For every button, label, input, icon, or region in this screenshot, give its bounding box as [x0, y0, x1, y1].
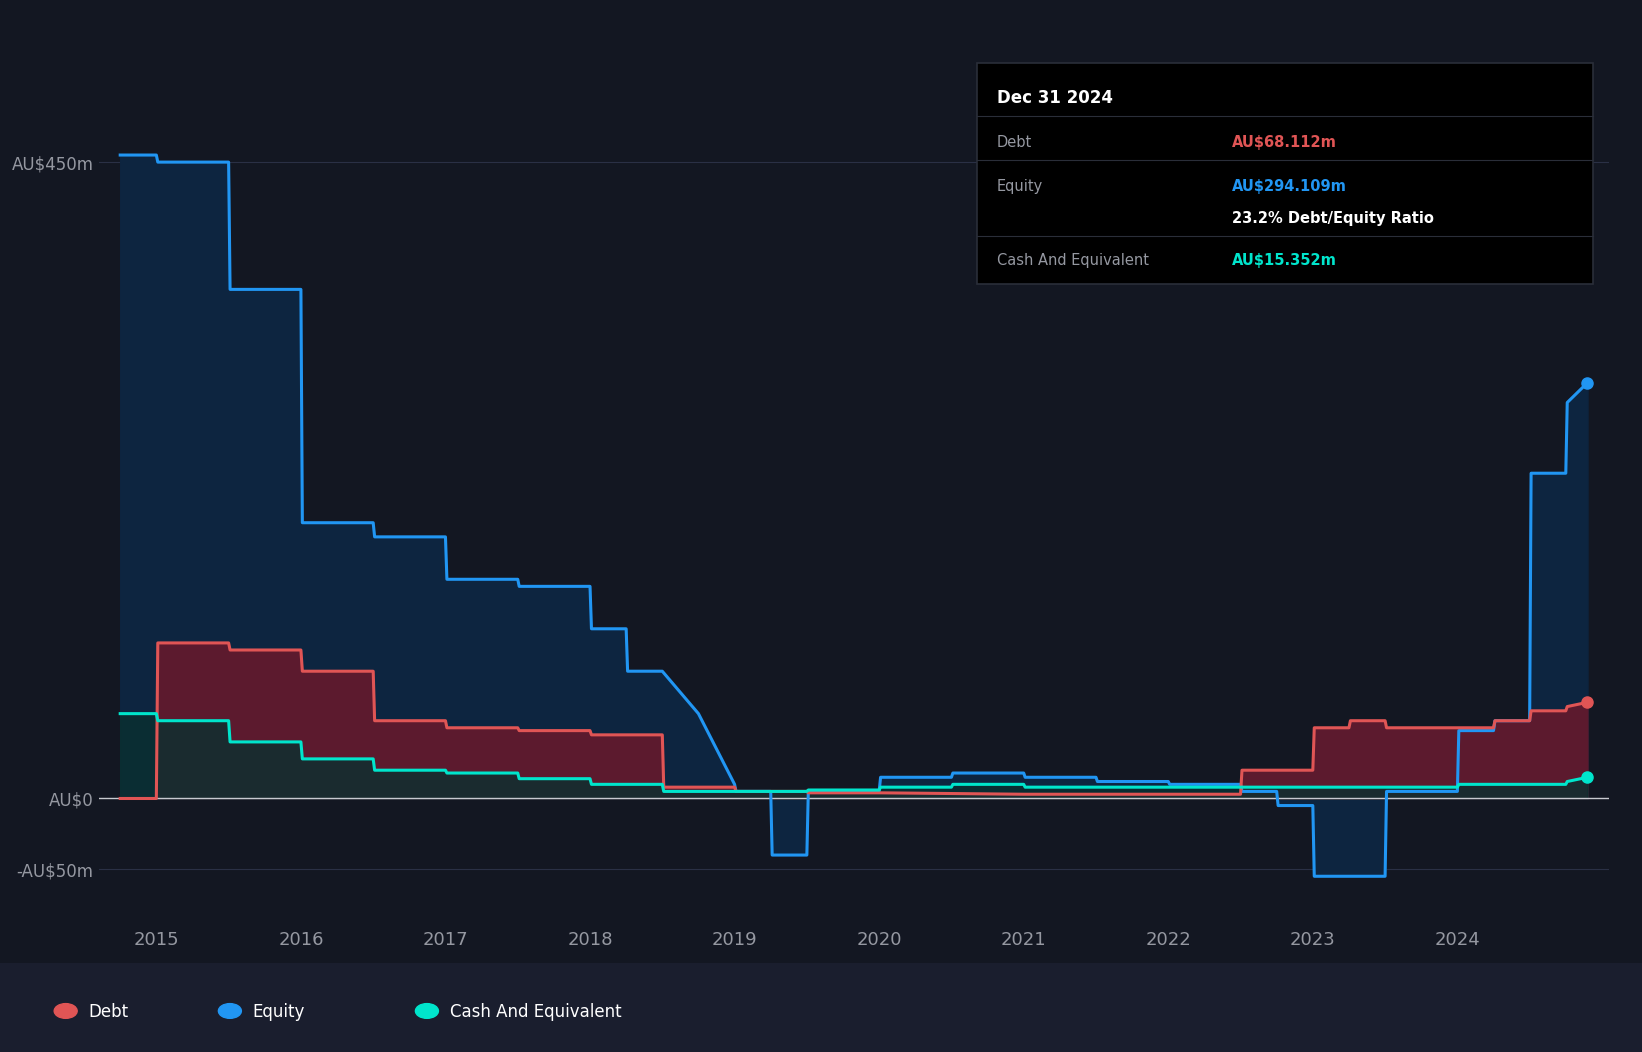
Text: 23.2% Debt/Equity Ratio: 23.2% Debt/Equity Ratio: [1232, 211, 1433, 226]
Text: Dec 31 2024: Dec 31 2024: [997, 89, 1113, 107]
Text: AU$15.352m: AU$15.352m: [1232, 254, 1337, 268]
Text: Debt: Debt: [89, 1004, 128, 1021]
Text: Debt: Debt: [997, 136, 1031, 150]
Text: AU$68.112m: AU$68.112m: [1232, 136, 1337, 150]
Text: Equity: Equity: [253, 1004, 305, 1021]
Text: Cash And Equivalent: Cash And Equivalent: [997, 254, 1149, 268]
Text: AU$294.109m: AU$294.109m: [1232, 180, 1346, 195]
Text: Cash And Equivalent: Cash And Equivalent: [450, 1004, 622, 1021]
Text: Equity: Equity: [997, 180, 1043, 195]
